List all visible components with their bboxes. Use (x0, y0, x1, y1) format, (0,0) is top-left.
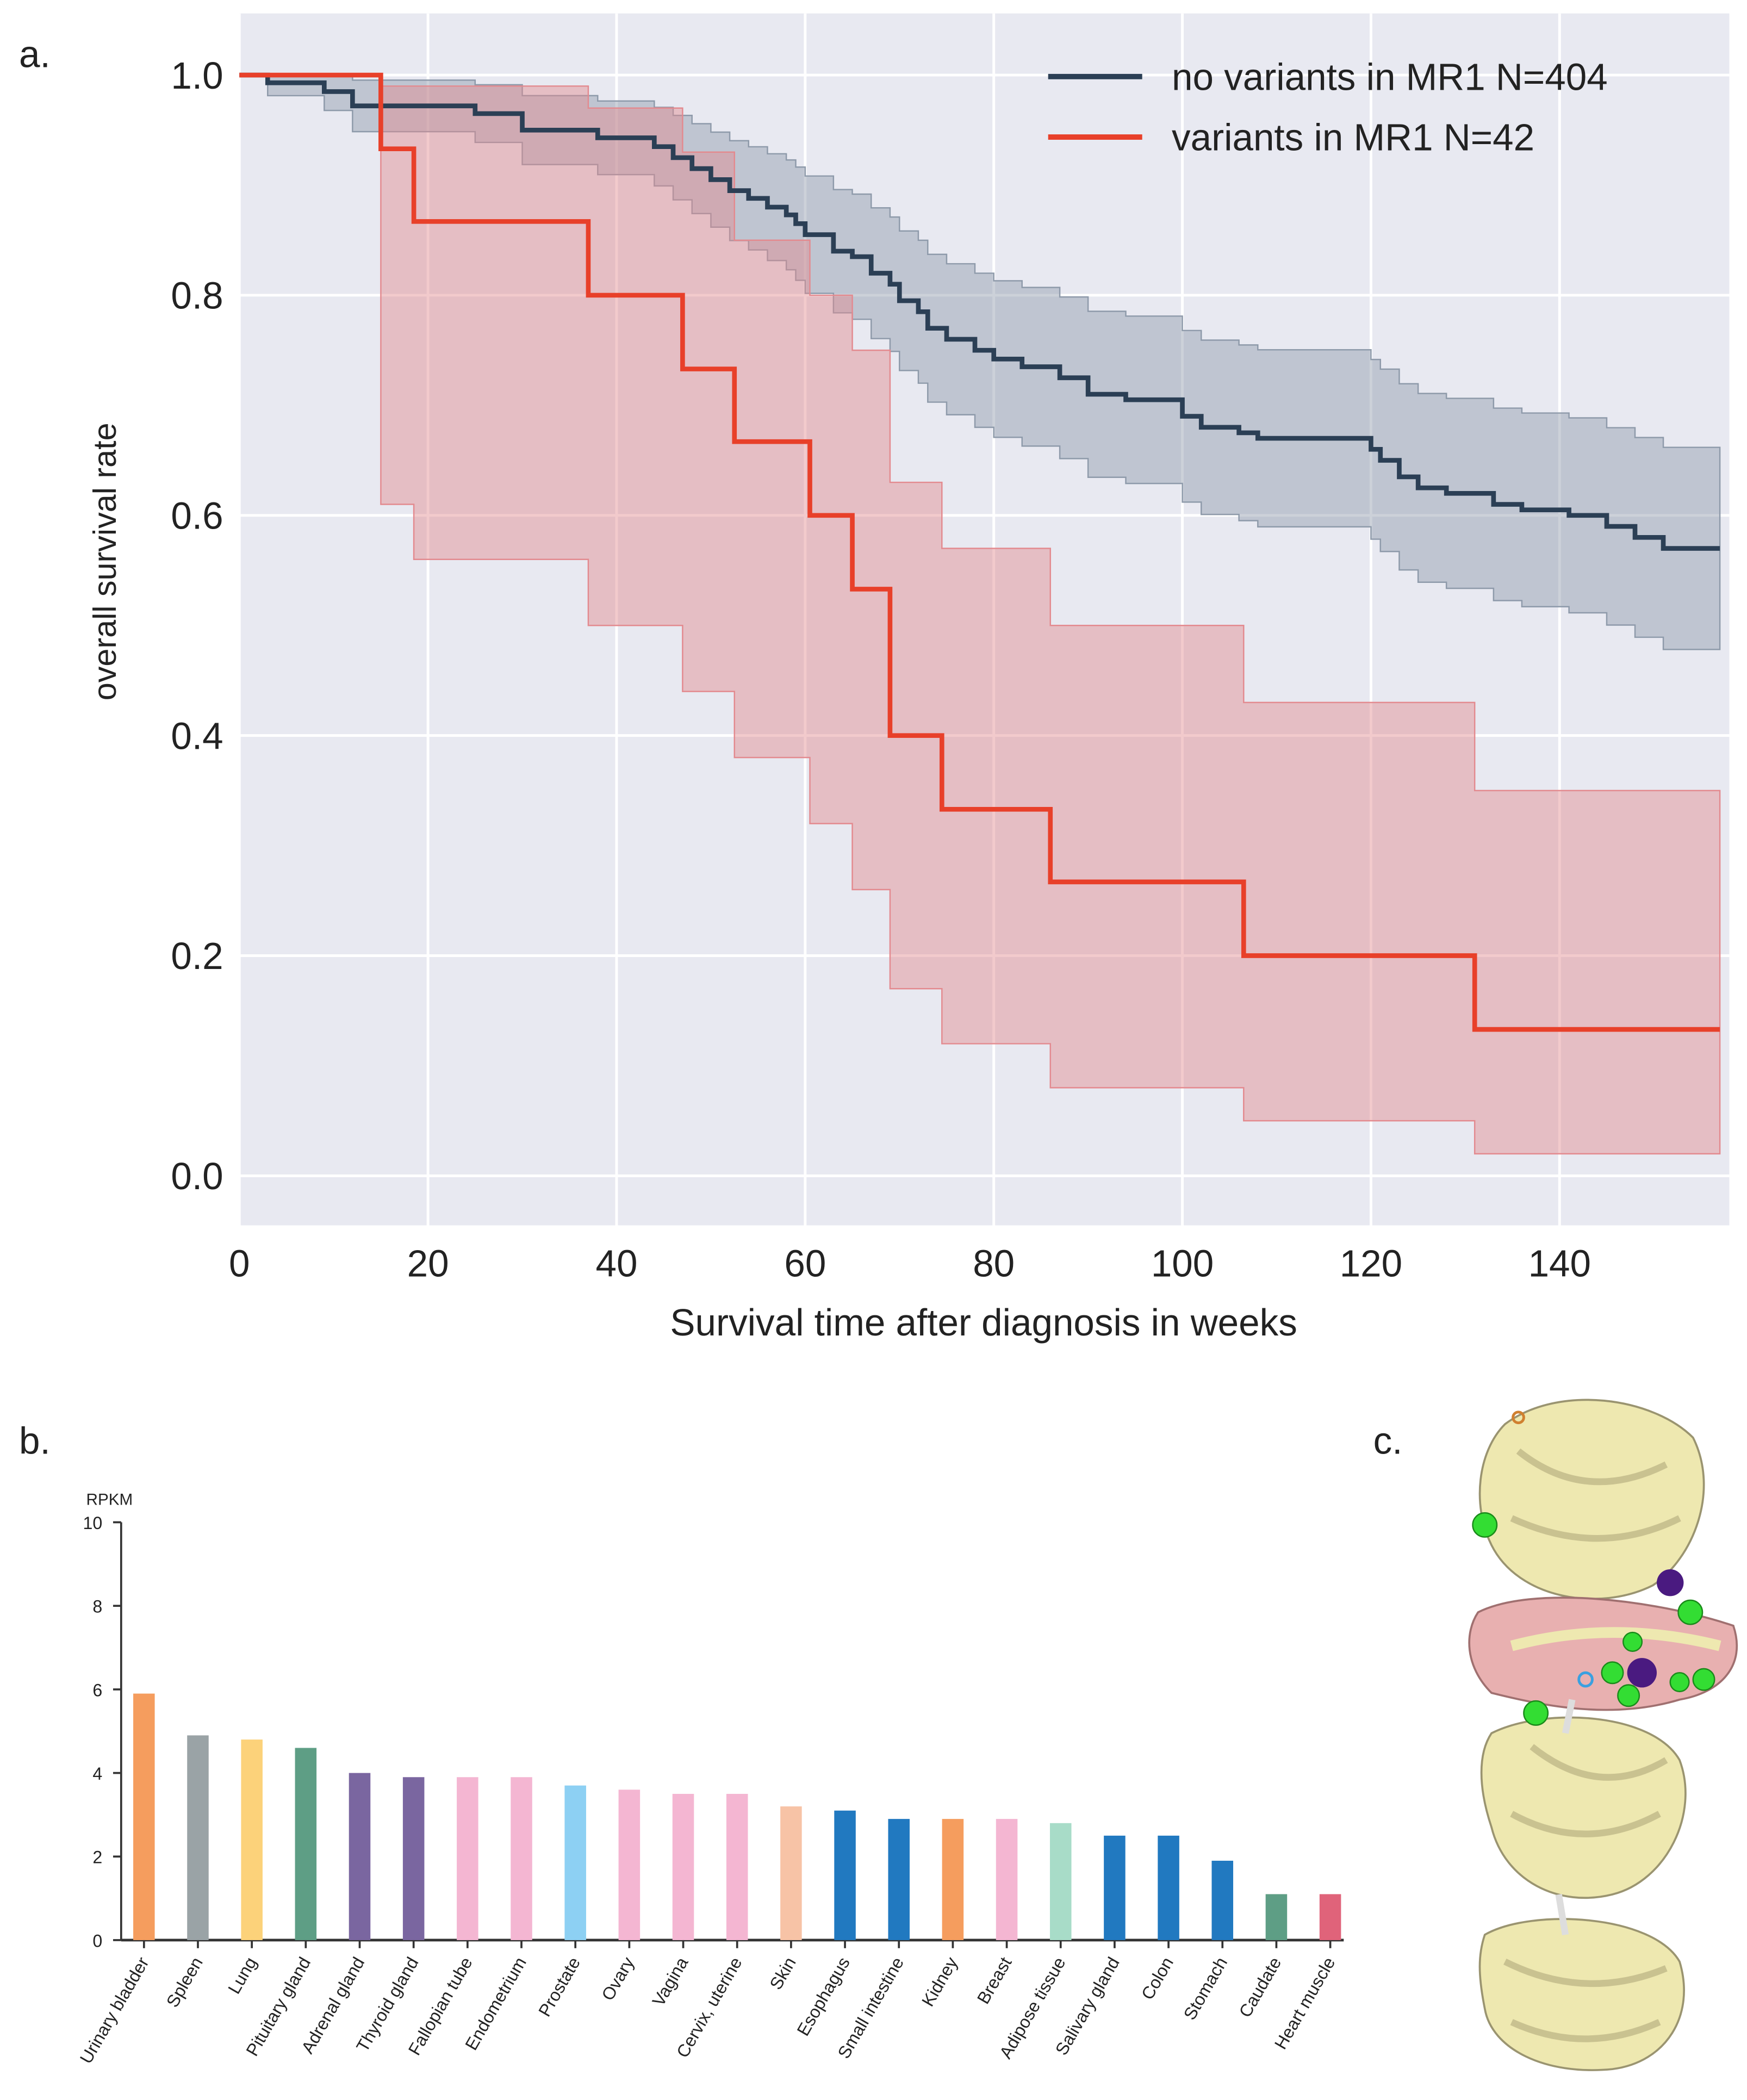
bar (618, 1790, 641, 1940)
x-tick-label: 140 (1528, 1242, 1591, 1284)
bar (780, 1806, 802, 1940)
y-tick-label: 8 (92, 1597, 102, 1617)
bar (187, 1735, 209, 1940)
plot-background (239, 13, 1730, 1226)
x-axis-label: Survival time after diagnosis in weeks (670, 1301, 1297, 1344)
x-tick-label: Prostate (534, 1954, 584, 2020)
x-tick-label: 120 (1340, 1242, 1402, 1284)
bar (834, 1810, 856, 1940)
bar (996, 1819, 1018, 1940)
survival-line-no-variants (239, 72, 1720, 551)
legend-label-variants: variants in MR1 N=42 (1172, 116, 1534, 159)
bar (888, 1819, 910, 1940)
y-tick-label: 6 (92, 1680, 102, 1700)
x-tick-label: Lung (224, 1954, 260, 1997)
x-tick-label: Kidney (918, 1954, 961, 2010)
bar (1049, 1823, 1072, 1940)
x-tick-label: 100 (1151, 1242, 1214, 1284)
bar (1265, 1894, 1288, 1940)
bar (241, 1739, 263, 1940)
x-tick-label: 80 (973, 1242, 1015, 1284)
bar (511, 1777, 532, 1940)
y-axis-label: overall survival rate (86, 423, 123, 700)
x-tick-label: Stomach (1180, 1954, 1232, 2023)
y-tick-label: 4 (92, 1764, 102, 1784)
bar (402, 1777, 425, 1940)
x-tick-label: Ovary (598, 1954, 638, 2004)
y-tick-label: 0.0 (171, 1155, 223, 1197)
y-tick-label: 0.4 (171, 715, 223, 757)
y-tick-label: 0.8 (171, 275, 223, 317)
bar (1211, 1860, 1234, 1940)
x-tick-label: Breast (973, 1954, 1016, 2007)
bar (133, 1693, 155, 1940)
x-tick-label: Caudate (1235, 1954, 1285, 2021)
bar (942, 1819, 964, 1940)
x-tick-label: Skin (766, 1954, 799, 1993)
bar (295, 1748, 317, 1940)
x-tick-label: Urinary bladder (76, 1954, 153, 2067)
x-tick-label: Colon (1137, 1954, 1177, 2003)
protein-structure-image (1468, 1399, 1738, 2071)
x-tick-label: 0 (229, 1242, 250, 1284)
bar (726, 1794, 748, 1940)
bar (1104, 1835, 1126, 1940)
y-tick-label: 1.0 (171, 54, 223, 97)
y-axis-label: RPKM (86, 1490, 133, 1508)
legend-label-no-variants: no variants in MR1 N=404 (1172, 56, 1608, 98)
confidence-band-variants (239, 74, 1721, 1155)
panel-label-b: b. (19, 1420, 51, 1462)
bar (457, 1777, 478, 1940)
x-tick-label: 40 (595, 1242, 637, 1284)
bar (1158, 1835, 1179, 1940)
x-tick-label: Spleen (163, 1954, 207, 2011)
y-tick-label: 0.2 (171, 935, 223, 977)
y-tick-label: 2 (92, 1848, 102, 1867)
x-tick-label: Vagina (648, 1954, 692, 2010)
y-tick-label: 0 (92, 1931, 102, 1950)
survival-line-variants (239, 72, 1720, 1032)
bar (564, 1785, 586, 1940)
confidence-band-no-variants (267, 74, 1721, 650)
y-tick-label: 10 (83, 1513, 102, 1533)
x-tick-label: 60 (784, 1242, 826, 1284)
x-tick-label: 20 (407, 1242, 449, 1284)
survival-chart: 0.0 0.2 0.4 0.6 0.8 1.0 0 20 40 60 80 100 120 140 Su… (86, 13, 1730, 1344)
bar (1319, 1894, 1341, 1940)
bar (672, 1794, 694, 1940)
panel-label-c: c. (1373, 1420, 1403, 1462)
panel-label-a: a. (19, 33, 51, 76)
x-tick-label: Esophagus (793, 1954, 854, 2039)
legend: no variants in MR1 N=404 variants in MR1… (1048, 56, 1608, 159)
y-tick-label: 0.6 (171, 494, 223, 537)
bar (349, 1773, 371, 1940)
